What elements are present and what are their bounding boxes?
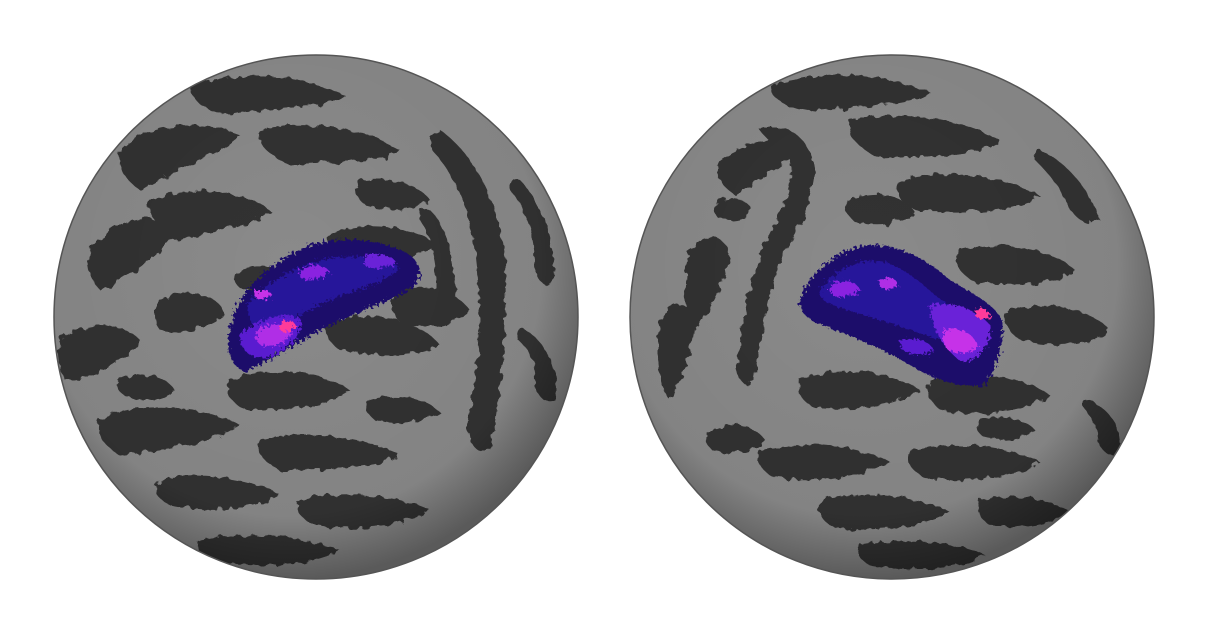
right-hemisphere-sphere — [629, 54, 1155, 580]
left-hemisphere-sphere — [53, 54, 579, 580]
right-activation-region — [799, 245, 1003, 386]
left-activation-region — [228, 239, 420, 372]
